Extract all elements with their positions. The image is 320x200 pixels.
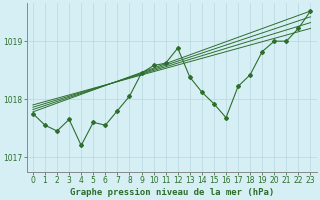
- X-axis label: Graphe pression niveau de la mer (hPa): Graphe pression niveau de la mer (hPa): [69, 188, 274, 197]
